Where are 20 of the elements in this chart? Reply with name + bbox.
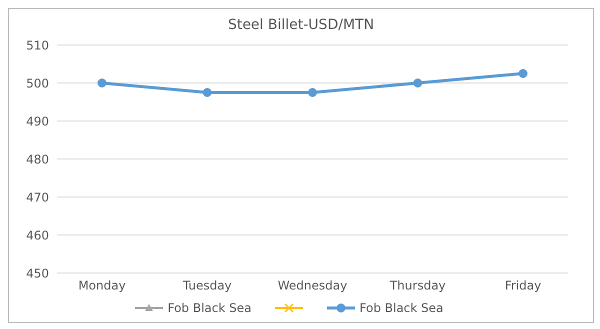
y-tick-label: 510 xyxy=(26,38,49,52)
y-tick-label: 490 xyxy=(26,114,49,128)
x-tick-label: Monday xyxy=(78,278,126,293)
x-tick-label: Tuesday xyxy=(182,278,232,293)
legend-label: Fob Black Sea xyxy=(360,301,444,315)
point xyxy=(413,78,422,88)
point xyxy=(202,88,212,97)
y-tick-label: 470 xyxy=(26,190,49,204)
y-tick-label: 450 xyxy=(26,266,49,280)
x-tick-label: Friday xyxy=(504,278,542,293)
x-tick-label: Thursday xyxy=(388,278,446,293)
y-tick-label: 500 xyxy=(26,76,49,90)
x-tick-label: Wednesday xyxy=(278,278,348,293)
point xyxy=(518,69,528,78)
y-tick-label: 480 xyxy=(26,152,49,166)
y-tick-label: 460 xyxy=(26,228,49,242)
legend-label: Fob Black Sea xyxy=(168,301,252,315)
chart-title: Steel Billet-USD/MTN xyxy=(226,17,376,35)
point xyxy=(308,88,317,97)
point xyxy=(98,78,106,88)
